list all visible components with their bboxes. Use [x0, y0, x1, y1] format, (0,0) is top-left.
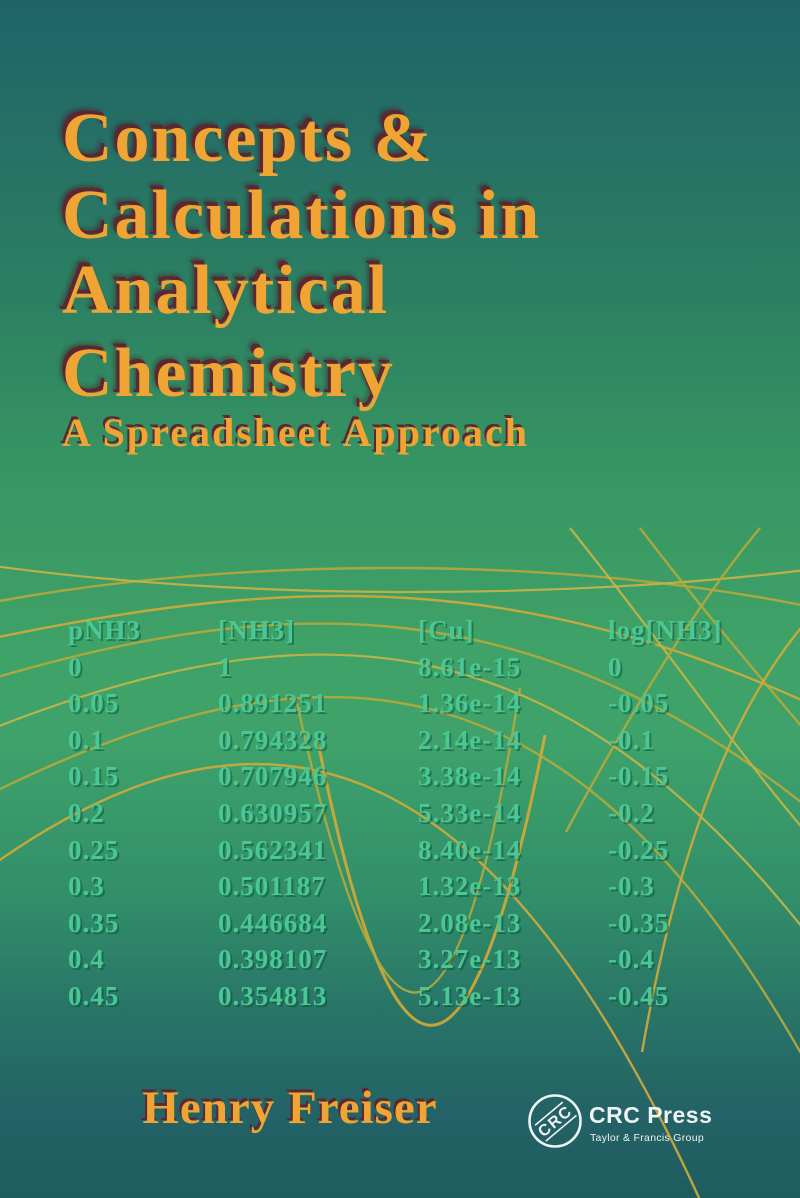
- table-cell: -0.4: [608, 944, 655, 975]
- table-cell: 0.2: [68, 797, 105, 828]
- title-line-4: Chemistry: [62, 335, 395, 412]
- table-cell: -0.1: [608, 724, 655, 755]
- table-cell: -0.25: [608, 834, 670, 865]
- author-name: Henry Freiser: [142, 1082, 438, 1134]
- table-cell: -0.45: [608, 980, 670, 1011]
- table-cell: 0.3: [68, 871, 105, 902]
- table-cell: 0.354813: [218, 980, 328, 1011]
- table-cell: -0.15: [608, 761, 670, 792]
- table-cell: 3.38e-14: [418, 761, 522, 792]
- table-cell: 0.398107: [218, 944, 328, 975]
- table-cell: 1.32e-13: [418, 871, 522, 902]
- column-header: pNH3: [68, 615, 142, 645]
- publisher-tagline: Taylor & Francis Group: [590, 1132, 704, 1144]
- table-cell: 0.707946: [218, 761, 328, 792]
- table-cell: 8.61e-15: [418, 651, 522, 682]
- table-cell: 8.40e-14: [418, 834, 522, 865]
- title-line-3: Analytical: [62, 252, 390, 329]
- table-cell: 0.446684: [218, 907, 328, 938]
- table-cell: 0.891251: [218, 688, 328, 719]
- table-cell: 0.501187: [218, 871, 326, 902]
- table-cell: 1: [218, 651, 233, 682]
- table-cell: 2.14e-14: [418, 724, 522, 755]
- table-cell: 5.33e-14: [418, 797, 522, 828]
- table-cell: -0.2: [608, 797, 655, 828]
- table-cell: 0.4: [68, 944, 105, 975]
- table-cell: 3.27e-13: [418, 944, 522, 975]
- table-cell: 0.1: [68, 724, 105, 755]
- table-cell: 0: [608, 651, 623, 682]
- subtitle: A Spreadsheet Approach: [62, 410, 530, 455]
- table-cell: 0.05: [68, 688, 120, 719]
- table-cell: -0.35: [608, 907, 670, 938]
- publisher-name: CRC Press: [589, 1102, 712, 1128]
- column-header: [Cu]: [418, 615, 475, 645]
- table-cell: 0.794328: [218, 724, 328, 755]
- table-cell: 0.630957: [218, 797, 328, 828]
- crc-logo-circle: [528, 1094, 582, 1148]
- table-cell: 0.15: [68, 761, 120, 792]
- spreadsheet-table: pNH3 [NH3] [Cu] log[NH3] 0 1 8.61e-15 0 0.05 0.89…: [68, 612, 788, 1015]
- column-header: log[NH3]: [608, 615, 723, 645]
- table-cell: 1.36e-14: [418, 688, 522, 719]
- table-cell: 5.13e-13: [418, 980, 522, 1011]
- table-cell: 0: [68, 651, 83, 682]
- table-cell: 0.45: [68, 980, 120, 1011]
- table-cell: -0.3: [608, 871, 655, 902]
- table-cell: 0.25: [68, 834, 120, 865]
- table-cell: 0.562341: [218, 834, 328, 865]
- table-cell: -0.05: [608, 688, 670, 719]
- title-line-2: Calculations in: [62, 177, 542, 254]
- table-cell: 0.35: [68, 907, 120, 938]
- table-cell: 2.08e-13: [418, 907, 522, 938]
- crc-press-logo: CRC CRC Press Taylor & Francis Group: [528, 1094, 712, 1148]
- title-line-1: Concepts &: [62, 100, 434, 177]
- column-header: [NH3]: [218, 615, 295, 645]
